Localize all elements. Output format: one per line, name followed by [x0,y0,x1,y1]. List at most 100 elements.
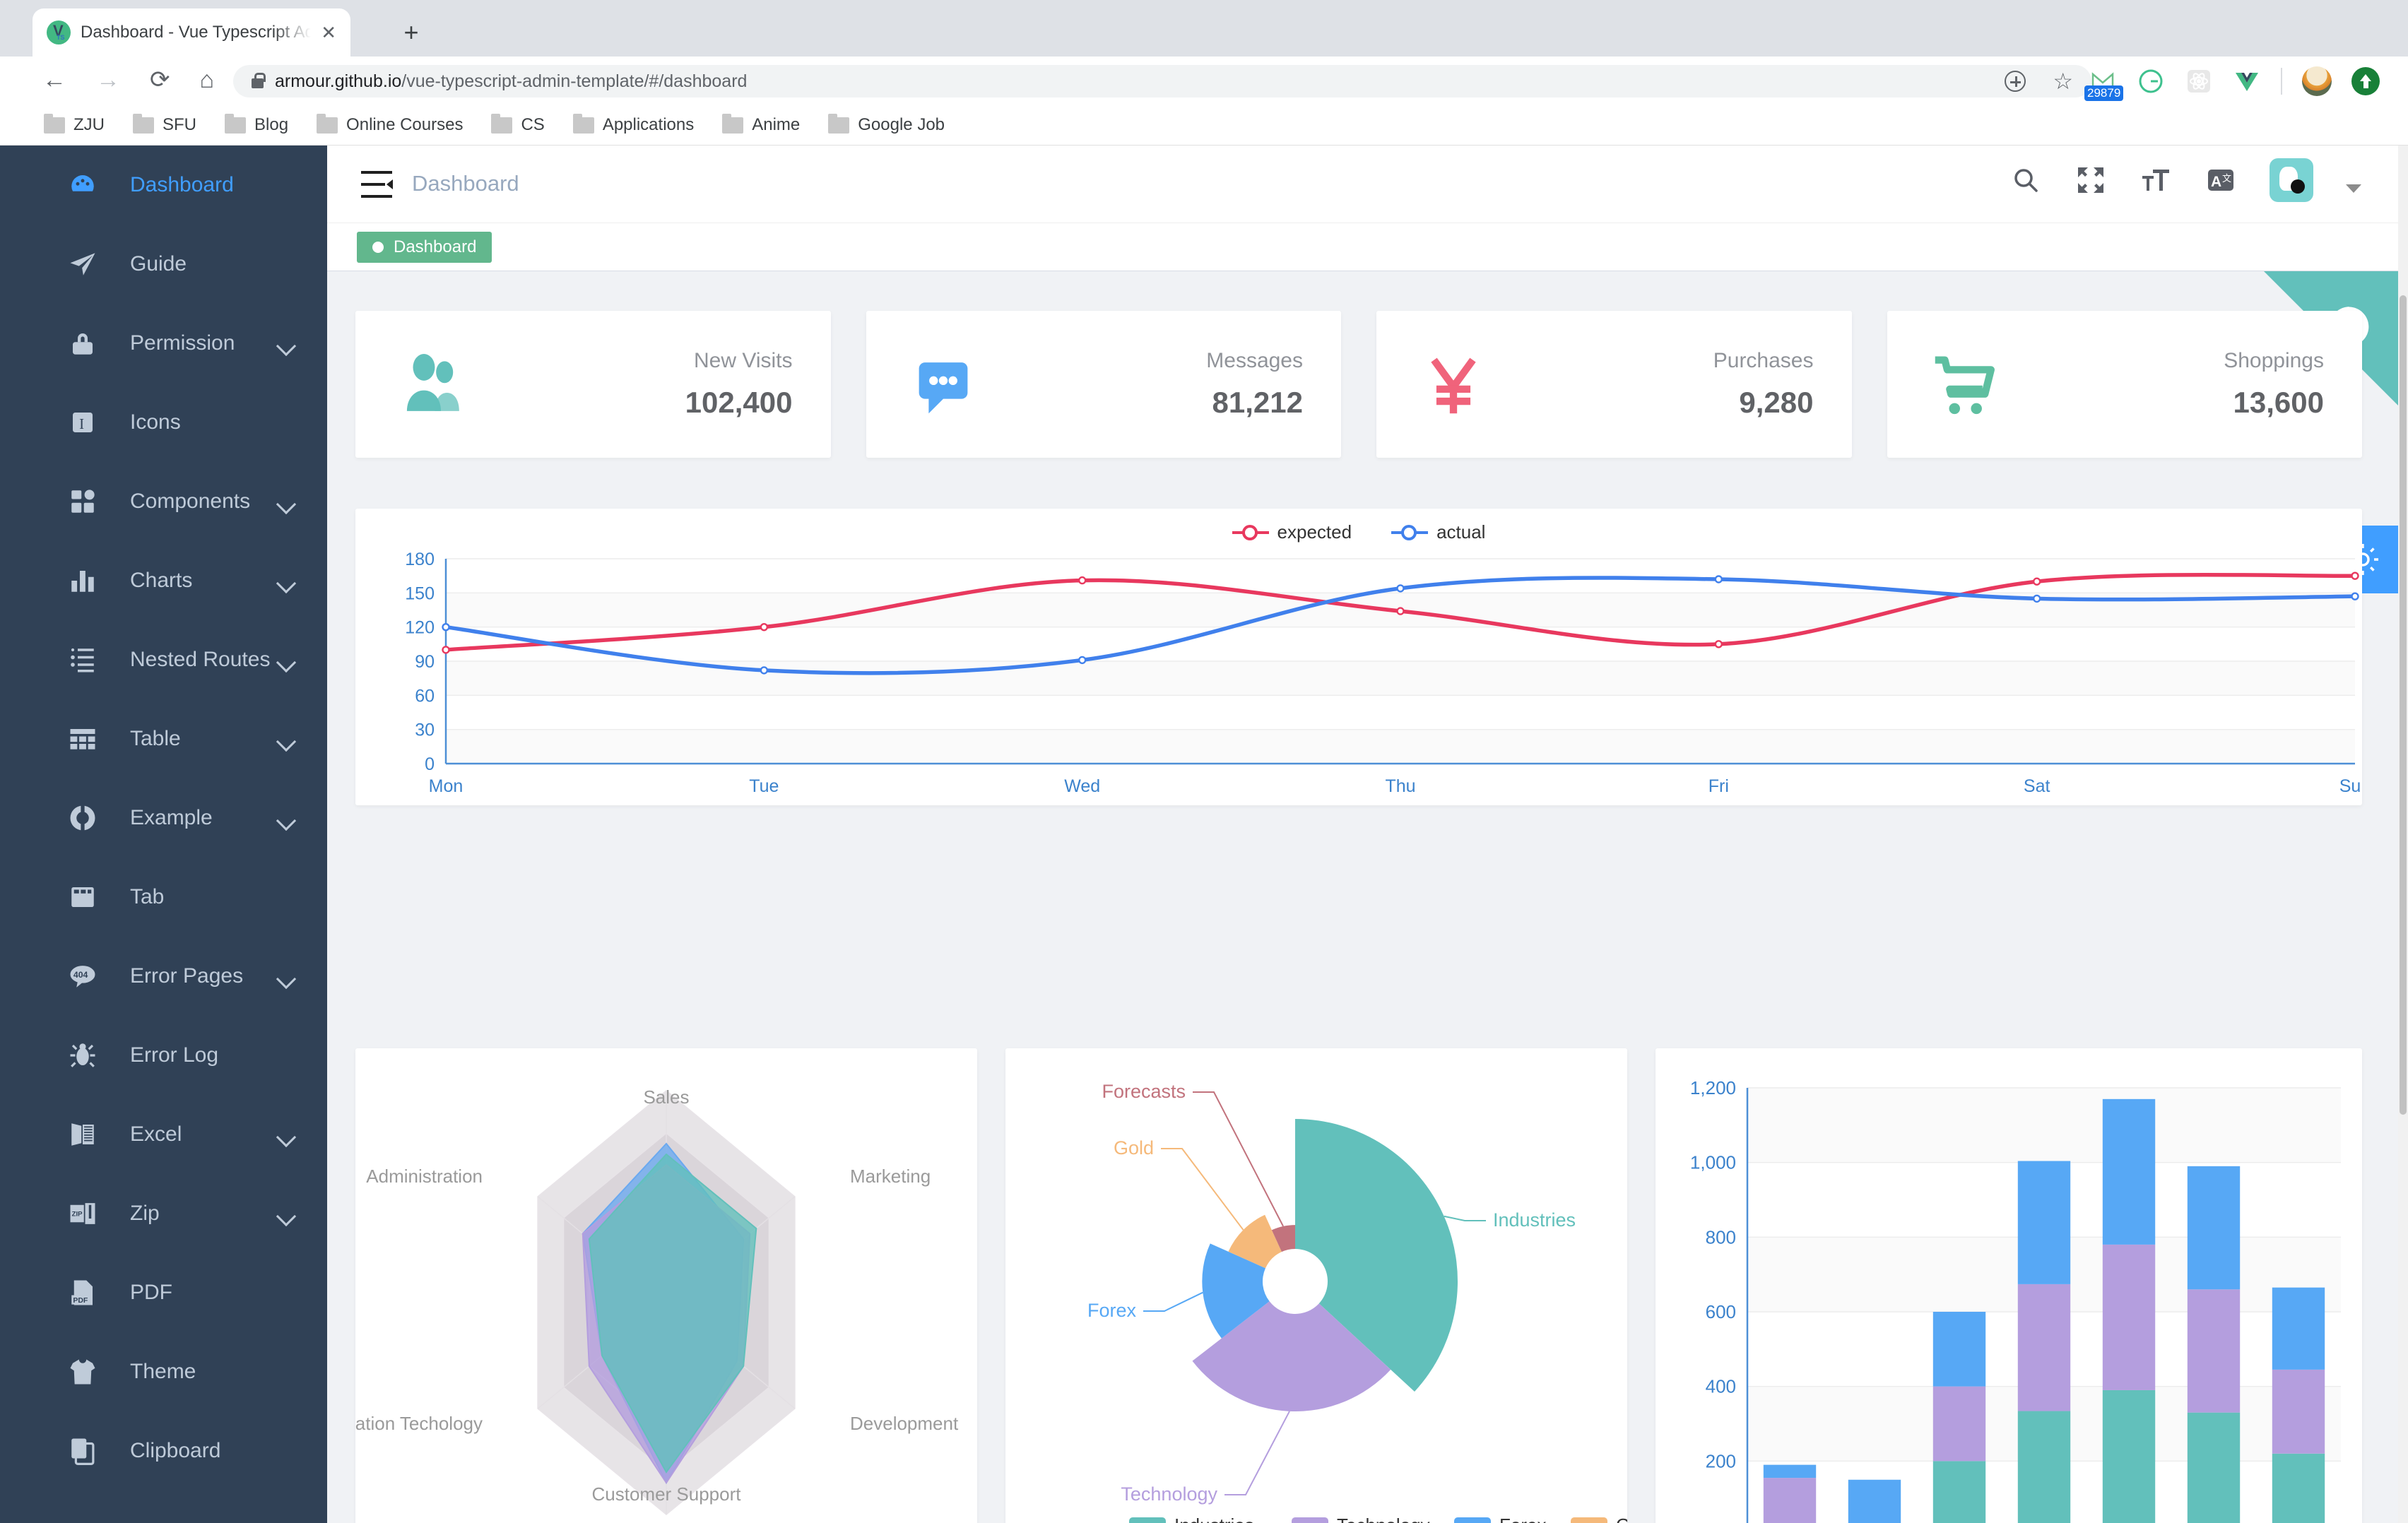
legend-marker-expected [1232,524,1269,540]
sidebar-item-example[interactable]: Example [0,778,327,858]
sidebar-item-excel[interactable]: Excel [0,1095,327,1174]
stat-card-value: 102,400 [685,386,793,419]
tag-label: Dashboard [394,237,477,256]
tag-dashboard[interactable]: Dashboard [357,232,492,263]
stat-card-shoppings[interactable]: Shoppings 13,600 [1887,311,2362,458]
react-devtools-extension-icon[interactable] [2185,67,2213,95]
hamburger-icon[interactable] [361,171,393,198]
tags-view: Dashboard [327,223,2398,271]
url-domain: armour.github.io [275,71,402,91]
dashboard-content: New Visits 102,400 Messages 81,212 Purchases… [327,271,2398,1523]
bookmark-sfu[interactable]: SFU [133,113,196,135]
lock-icon [68,328,98,358]
chevron-down-icon[interactable] [276,968,297,990]
pie-slice-label: Technology [1121,1483,1217,1505]
url-path: /vue-typescript-admin-template/#/dashboa… [401,71,748,91]
chevron-down-icon[interactable] [276,494,297,515]
sidebar-item-icons[interactable]: I Icons [0,383,327,462]
svg-text:Wed: Wed [1064,776,1100,796]
svg-text:Thu: Thu [1385,776,1415,796]
sidebar-item-error-pages[interactable]: 404 Error Pages [0,937,327,1016]
close-icon[interactable]: ✕ [321,21,336,43]
pie-legend-label[interactable]: Industries [1174,1515,1254,1523]
search-icon[interactable] [2009,164,2042,196]
bookmark-google-job[interactable]: Google Job [828,113,945,135]
sidebar-item-components[interactable]: Components [0,462,327,541]
bookmark-cs[interactable]: CS [491,113,545,135]
address-bar[interactable]: armour.github.io/vue-typescript-admin-te… [233,65,2091,97]
radar-chart-svg: Sales Marketing Development Customer Suppor… [355,1086,959,1516]
sidebar-item-zip[interactable]: ZIP Zip [0,1174,327,1253]
profile-avatar[interactable] [2302,66,2332,96]
update-icon[interactable] [2351,67,2380,95]
error-404-icon: 404 [68,961,98,991]
legend-item-expected[interactable]: expected [1232,521,1352,543]
fullscreen-icon[interactable] [2074,164,2107,196]
guide-icon [68,249,98,279]
toolbar-divider [2281,68,2282,95]
sidebar-item-theme[interactable]: Theme [0,1332,327,1411]
legend-label-expected: expected [1277,521,1352,543]
stat-card-value: 9,280 [1739,386,1814,419]
chevron-down-icon[interactable] [276,1127,297,1148]
pie-legend-label[interactable]: Technology [1337,1515,1430,1523]
sidebar-item-label: Nested Routes [130,648,271,671]
stat-card-messages[interactable]: Messages 81,212 [866,311,1341,458]
bookmark-anime[interactable]: Anime [722,113,800,135]
sidebar-item-error-log[interactable]: Error Log [0,1016,327,1095]
user-avatar[interactable] [2270,158,2313,202]
svg-text:Sun: Sun [2339,776,2362,796]
vue-devtools-extension-icon[interactable] [2233,67,2261,95]
pie-legend-label[interactable]: Gold [1616,1515,1627,1523]
nested-routes-icon [68,645,98,675]
bookmark-zju[interactable]: ZJU [44,113,105,135]
home-icon[interactable]: ⌂ [199,66,215,93]
chevron-down-icon[interactable] [276,1206,297,1227]
sidebar-item-table[interactable]: Table [0,699,327,778]
sidebar-item-dashboard[interactable]: Dashboard [0,146,327,225]
sidebar-item-charts[interactable]: Charts [0,541,327,620]
bar-y-tick-label: 200 [1706,1450,1736,1471]
legend-item-actual[interactable]: actual [1391,521,1485,543]
bookmark-applications[interactable]: Applications [572,113,694,135]
pie-legend-label[interactable]: Forex [1499,1515,1546,1523]
clipboard-icon [68,1436,98,1466]
bookmark-label: Google Job [858,115,945,134]
forward-icon[interactable]: → [96,66,120,93]
font-size-icon[interactable] [2140,164,2172,196]
stat-card-value: 81,212 [1212,386,1303,419]
share-icon[interactable] [2005,71,2026,92]
mail-extension-icon[interactable]: 29879 [2084,67,2124,101]
sidebar-item-guide[interactable]: Guide [0,225,327,304]
new-tab-button[interactable]: + [403,18,419,47]
chevron-down-icon[interactable] [276,336,297,357]
chevron-down-icon[interactable] [276,573,297,594]
sidebar-item-clipboard[interactable]: Clipboard [0,1411,327,1491]
sidebar-item-label: Clipboard [130,1439,221,1462]
stat-card-new-visits[interactable]: New Visits 102,400 [355,311,831,458]
bookmark-blog[interactable]: Blog [225,113,288,135]
chevron-down-icon[interactable] [2346,184,2361,193]
svg-text:I: I [79,415,84,432]
sidebar-item-permission[interactable]: Permission [0,304,327,383]
scrollbar-thumb[interactable] [2400,295,2407,1115]
sidebar-item-label: Charts [130,569,193,592]
browser-tab[interactable]: Dashboard - Vue Typescript Ad ✕ [33,8,350,57]
back-icon[interactable]: ← [42,66,66,93]
chevron-down-icon[interactable] [276,810,297,831]
sidebar-item-pdf[interactable]: PDF PDF [0,1253,327,1332]
bar-y-tick-label: 600 [1706,1301,1736,1322]
page-scrollbar[interactable] [2398,146,2408,1523]
sidebar-item-nested-routes[interactable]: Nested Routes [0,620,327,699]
message-icon [904,345,982,423]
reload-icon[interactable]: ⟳ [150,66,170,93]
bookmark-star-icon[interactable]: ☆ [2053,69,2073,94]
grammarly-extension-icon[interactable] [2137,67,2165,95]
stat-card-purchases[interactable]: Purchases 9,280 [1376,311,1852,458]
chevron-down-icon[interactable] [276,652,297,673]
sidebar-item-tab[interactable]: Tab [0,858,327,937]
bookmark-online-courses[interactable]: Online Courses [317,113,463,135]
chevron-down-icon[interactable] [276,731,297,752]
example-icon [68,803,98,833]
